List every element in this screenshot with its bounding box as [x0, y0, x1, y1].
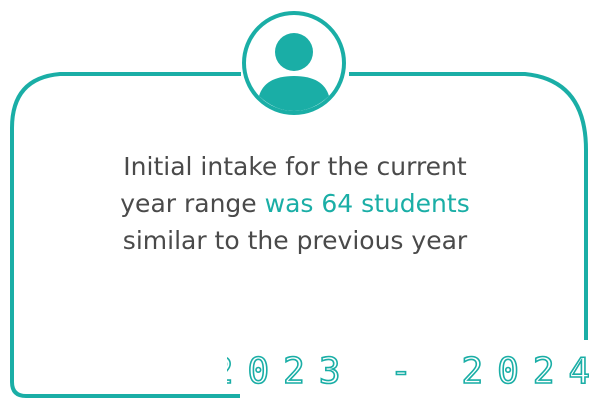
avatar — [241, 10, 347, 116]
year-range-label: 2023 - 2024 — [227, 350, 589, 390]
intake-message: Initial intake for the current year rang… — [60, 148, 530, 259]
message-line-2-prefix: year range — [120, 189, 265, 218]
message-highlight: was 64 students — [264, 189, 470, 218]
message-line-1: Initial intake for the current — [123, 152, 467, 181]
user-avatar-icon — [242, 11, 346, 115]
year-range-text: 2023 - 2024 — [227, 351, 589, 390]
message-line-3: similar to the previous year — [122, 226, 468, 255]
message-line-2: year range was 64 students — [60, 185, 530, 222]
